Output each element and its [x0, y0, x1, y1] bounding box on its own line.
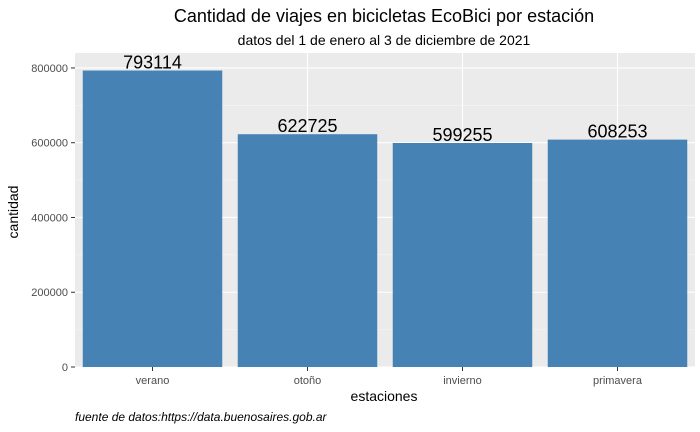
data-label: 599255 [432, 125, 492, 145]
data-labels: 793114 622725 599255 608253 [123, 53, 647, 145]
y-axis-title: cantidad [5, 186, 21, 239]
bar [82, 70, 223, 368]
bar [547, 139, 688, 367]
x-tick-label: primavera [593, 375, 643, 387]
y-tick-label: 800000 [31, 63, 68, 75]
chart-title: Cantidad de viajes en bicicletas EcoBici… [174, 6, 594, 26]
x-tick-label: invierno [443, 375, 482, 387]
x-axis: verano otoño invierno primavera [136, 367, 643, 387]
y-tick-label: 200000 [31, 287, 68, 299]
data-label: 608253 [587, 122, 647, 142]
chart-subtitle: datos del 1 de enero al 3 de diciembre d… [238, 32, 531, 48]
x-tick-label: verano [136, 375, 170, 387]
y-tick-label: 400000 [31, 212, 68, 224]
x-tick-label: otoño [294, 375, 322, 387]
bar [392, 142, 533, 367]
data-label: 622725 [277, 116, 337, 136]
bar [237, 134, 378, 367]
x-axis-title: estaciones [351, 388, 418, 404]
y-tick-label: 0 [62, 362, 68, 374]
source-caption: fuente de datos:https://data.buenosaires… [75, 410, 328, 424]
data-label: 793114 [123, 53, 182, 73]
y-tick-label: 600000 [31, 138, 68, 150]
y-axis: 0 200000 400000 600000 800000 [31, 63, 75, 374]
bars [82, 70, 688, 368]
